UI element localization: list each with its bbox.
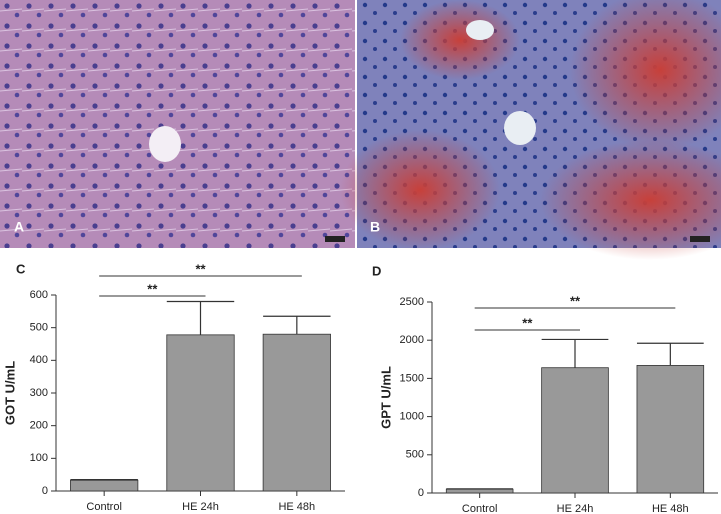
y-tick-label: 500 xyxy=(30,322,48,334)
y-tick-label: 100 xyxy=(30,452,48,464)
bar xyxy=(70,479,139,492)
y-tick-label: 0 xyxy=(418,487,424,499)
panel-label: D xyxy=(372,263,381,278)
bar xyxy=(636,365,705,494)
bar xyxy=(166,334,235,492)
bar xyxy=(445,488,514,494)
y-tick-label: 1500 xyxy=(400,372,424,384)
y-axis-label: GPT U/mL xyxy=(378,366,393,429)
bar xyxy=(541,367,609,494)
y-tick-label: 0 xyxy=(42,485,48,497)
micrograph-a xyxy=(0,0,355,248)
significance-label: ** xyxy=(570,293,581,308)
y-tick-label: 2000 xyxy=(400,334,424,346)
error-bar xyxy=(70,478,138,481)
bar xyxy=(262,333,331,492)
y-tick-label: 500 xyxy=(406,449,424,461)
significance-label: ** xyxy=(195,261,206,276)
micrograph-b xyxy=(340,0,721,260)
x-tick-label: Control xyxy=(462,503,497,514)
error-bar xyxy=(541,338,609,368)
y-tick-label: 1000 xyxy=(400,411,424,423)
significance-label: ** xyxy=(147,281,158,296)
y-tick-label: 200 xyxy=(30,420,48,432)
error-bar xyxy=(263,315,331,335)
panel-label: B xyxy=(370,219,380,235)
y-axis-label: GOT U/mL xyxy=(2,361,17,425)
x-tick-label: HE 24h xyxy=(182,501,219,513)
x-tick-label: Control xyxy=(86,501,121,513)
y-tick-label: 2500 xyxy=(400,296,424,308)
y-tick-label: 300 xyxy=(30,387,48,399)
significance-label: ** xyxy=(522,315,533,330)
error-bar xyxy=(636,342,704,366)
y-tick-label: 600 xyxy=(30,289,48,301)
y-tick-label: 400 xyxy=(30,354,48,366)
error-bar xyxy=(166,300,235,335)
panel-label: A xyxy=(14,219,24,235)
x-tick-label: HE 24h xyxy=(557,503,594,514)
x-tick-label: HE 48h xyxy=(652,503,689,514)
panel-label: C xyxy=(16,261,26,276)
x-tick-label: HE 48h xyxy=(278,501,315,513)
